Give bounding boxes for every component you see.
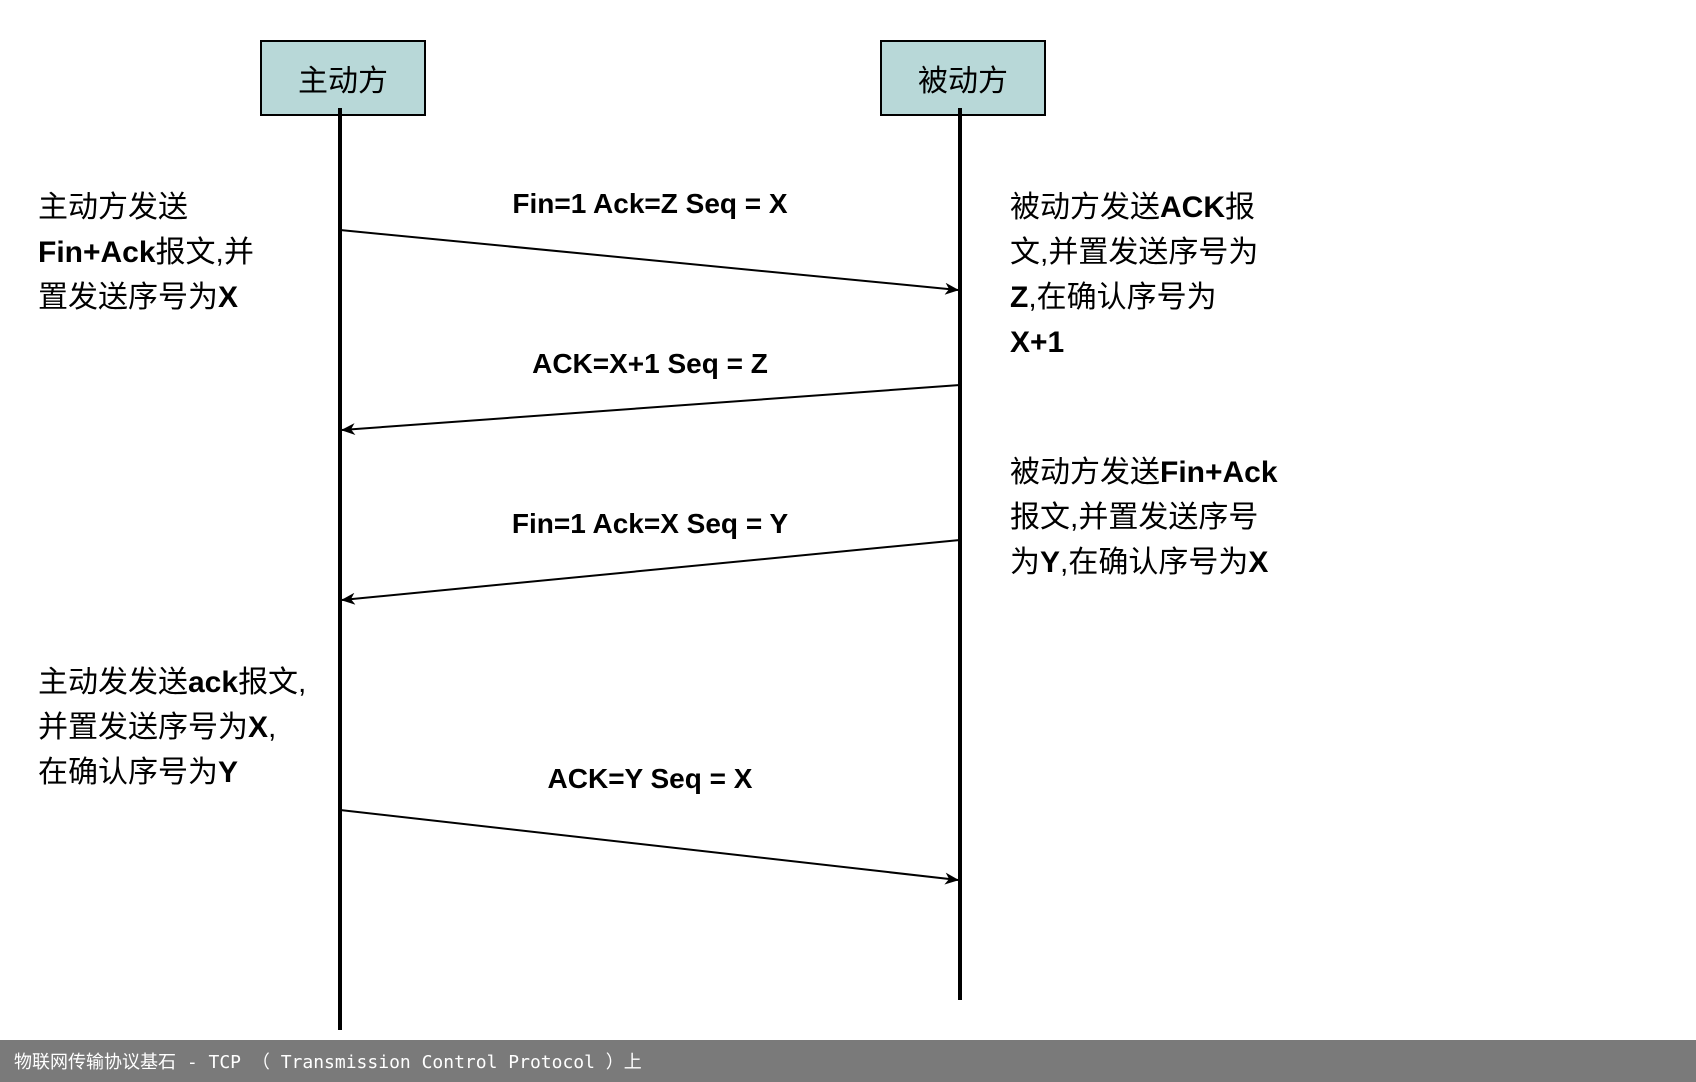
footer-text: 物联网传输协议基石 - TCP （ Transmission Control P… [14,1048,642,1074]
msg-arrow-2 [342,385,960,430]
participant-passive-box: 被动方 [880,40,1046,116]
participant-active-box: 主动方 [260,40,426,116]
arrows-layer [0,0,1696,1082]
participant-active-label: 主动方 [298,65,388,98]
lifeline-active [338,108,342,1030]
msg-arrow-1 [340,230,958,290]
note-active-2: 主动发发送ack报文,并置发送序号为X,在确认序号为Y [38,660,348,795]
msg-label-1: Fin=1 Ack=Z Seq = X [420,188,880,220]
participant-passive-label: 被动方 [918,65,1008,98]
msg-label-4: ACK=Y Seq = X [420,763,880,795]
note-passive-1: 被动方发送ACK报文,并置发送序号为Z,在确认序号为X+1 [1010,185,1350,365]
msg-label-2: ACK=X+1 Seq = Z [420,348,880,380]
msg-arrow-4 [340,810,958,880]
note-active-1: 主动方发送Fin+Ack报文,并置发送序号为X [38,185,328,320]
footer-bar: 物联网传输协议基石 - TCP （ Transmission Control P… [0,1040,1696,1082]
msg-label-3: Fin=1 Ack=X Seq = Y [420,508,880,540]
msg-arrow-3 [342,540,960,600]
lifeline-passive [958,108,962,1000]
note-passive-2: 被动方发送Fin+Ack报文,并置发送序号为Y,在确认序号为X [1010,450,1350,585]
